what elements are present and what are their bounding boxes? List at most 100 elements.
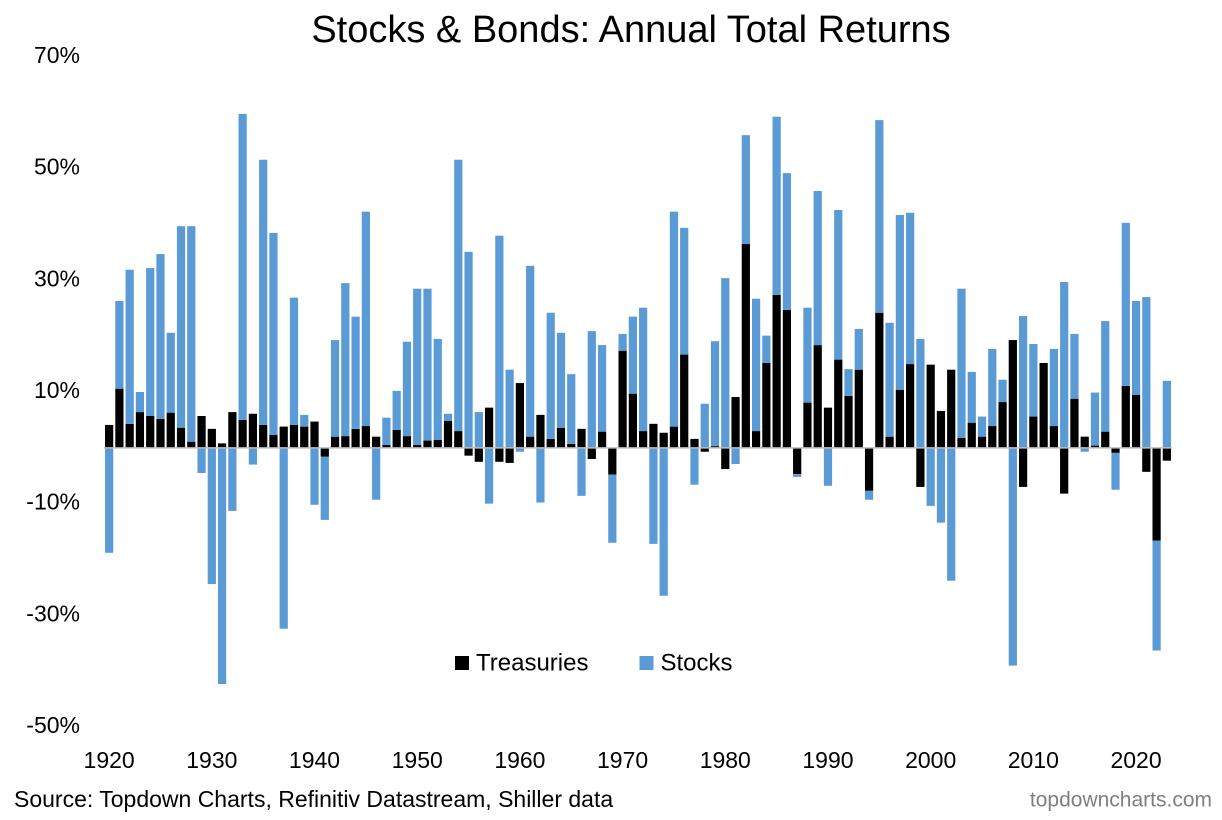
watermark: topdowncharts.com: [1030, 789, 1212, 812]
x-tick-label: 1940: [289, 747, 340, 773]
bar-segment: [351, 428, 360, 448]
y-tick-label: -10%: [26, 489, 80, 515]
bar-segment: [793, 447, 802, 475]
bar-segment: [710, 341, 720, 447]
x-tick-label: 1950: [392, 747, 443, 773]
bar-segment: [423, 440, 432, 448]
bar-segment: [382, 417, 391, 446]
bar-segment: [1101, 431, 1110, 448]
bar-segment: [484, 407, 494, 448]
bar-segment: [135, 392, 145, 413]
bar-segment: [1090, 445, 1100, 448]
bar-segment: [361, 211, 370, 427]
bar-segment: [392, 429, 401, 448]
bar-segment: [875, 312, 884, 448]
bar-segment: [1029, 416, 1038, 448]
bar-segment: [1162, 447, 1171, 461]
bar-segment: [105, 447, 114, 553]
bar-segment: [166, 412, 175, 448]
bar-segment: [587, 447, 596, 459]
bar-segment: [567, 374, 576, 444]
bar-segment: [392, 390, 401, 430]
bar-segment: [361, 426, 370, 448]
bar-segment: [248, 413, 258, 448]
bar-segment: [1029, 343, 1038, 417]
bar-segment: [1039, 362, 1048, 448]
bar-segment: [402, 341, 412, 437]
legend-swatch: [639, 656, 654, 670]
bar-segment: [105, 424, 114, 448]
bar-segment: [618, 350, 627, 448]
bar-segment: [680, 227, 689, 355]
bar-segment: [998, 379, 1007, 403]
bar-segment: [372, 447, 381, 500]
bar-segment: [1142, 297, 1151, 448]
bar-segment: [947, 447, 956, 581]
x-tick-label: 2020: [1110, 747, 1161, 773]
x-tick-label: 1920: [84, 747, 135, 773]
bar-segment: [803, 307, 812, 403]
bar-segment: [125, 423, 134, 448]
y-tick-label: -30%: [26, 600, 80, 626]
bar-segment: [300, 426, 309, 448]
bar-segment: [772, 294, 781, 448]
bar-segment: [433, 440, 442, 448]
bar-segment: [115, 300, 124, 389]
bar-segment: [844, 369, 853, 396]
bar-segment: [402, 436, 412, 448]
bar-segment: [248, 447, 258, 465]
bar-segment: [1101, 321, 1110, 432]
bar-segment: [762, 335, 771, 363]
bar-segment: [176, 427, 186, 448]
bar-segment: [238, 419, 247, 448]
bar-segment: [556, 332, 566, 428]
bar-segment: [659, 432, 668, 448]
bar-segment: [536, 414, 545, 448]
bar-segment: [618, 333, 627, 351]
bar-segment: [197, 447, 206, 473]
bar-segment: [1008, 447, 1017, 666]
bar-segment: [1008, 340, 1017, 448]
bar-segment: [793, 474, 802, 477]
bar-segment: [454, 431, 463, 448]
bar-segment: [577, 428, 586, 448]
bar-segment: [289, 297, 299, 425]
bar-segment: [187, 441, 196, 448]
bar-segment: [608, 474, 617, 543]
bar-segment: [330, 340, 340, 437]
bar-segment: [320, 447, 329, 457]
bar-segment: [659, 447, 668, 596]
bar-segment: [1018, 447, 1028, 487]
bar-segment: [372, 436, 381, 448]
bar-segment: [464, 447, 473, 456]
bar-segment: [382, 445, 391, 448]
bar-segment: [207, 428, 216, 448]
y-tick-label: 50%: [34, 154, 80, 180]
bar-segment: [957, 288, 966, 438]
bar-segment: [505, 369, 514, 448]
bar-segment: [1070, 333, 1079, 399]
bar-segment: [474, 412, 483, 448]
bar-segment: [680, 354, 689, 448]
bar-segment: [895, 389, 904, 448]
bar-segment: [279, 447, 288, 629]
bar-segment: [762, 362, 771, 448]
bar-segment: [515, 383, 525, 448]
bar-segment: [916, 447, 925, 487]
bar-segment: [628, 316, 637, 394]
bar-segment: [1162, 380, 1171, 448]
bar-segment: [341, 436, 350, 448]
bar-segment: [690, 438, 699, 448]
bar-segment: [864, 490, 874, 500]
bar-segment: [310, 447, 319, 505]
bar-segment: [967, 422, 976, 448]
bar-segment: [197, 416, 206, 448]
bar-segment: [454, 159, 463, 432]
bar-segment: [1111, 447, 1120, 453]
bar-segment: [217, 447, 227, 685]
bar-segment: [936, 447, 946, 523]
legend-swatch: [455, 656, 469, 670]
x-tick-label: 2010: [1008, 747, 1059, 773]
bar-segment: [885, 322, 894, 437]
